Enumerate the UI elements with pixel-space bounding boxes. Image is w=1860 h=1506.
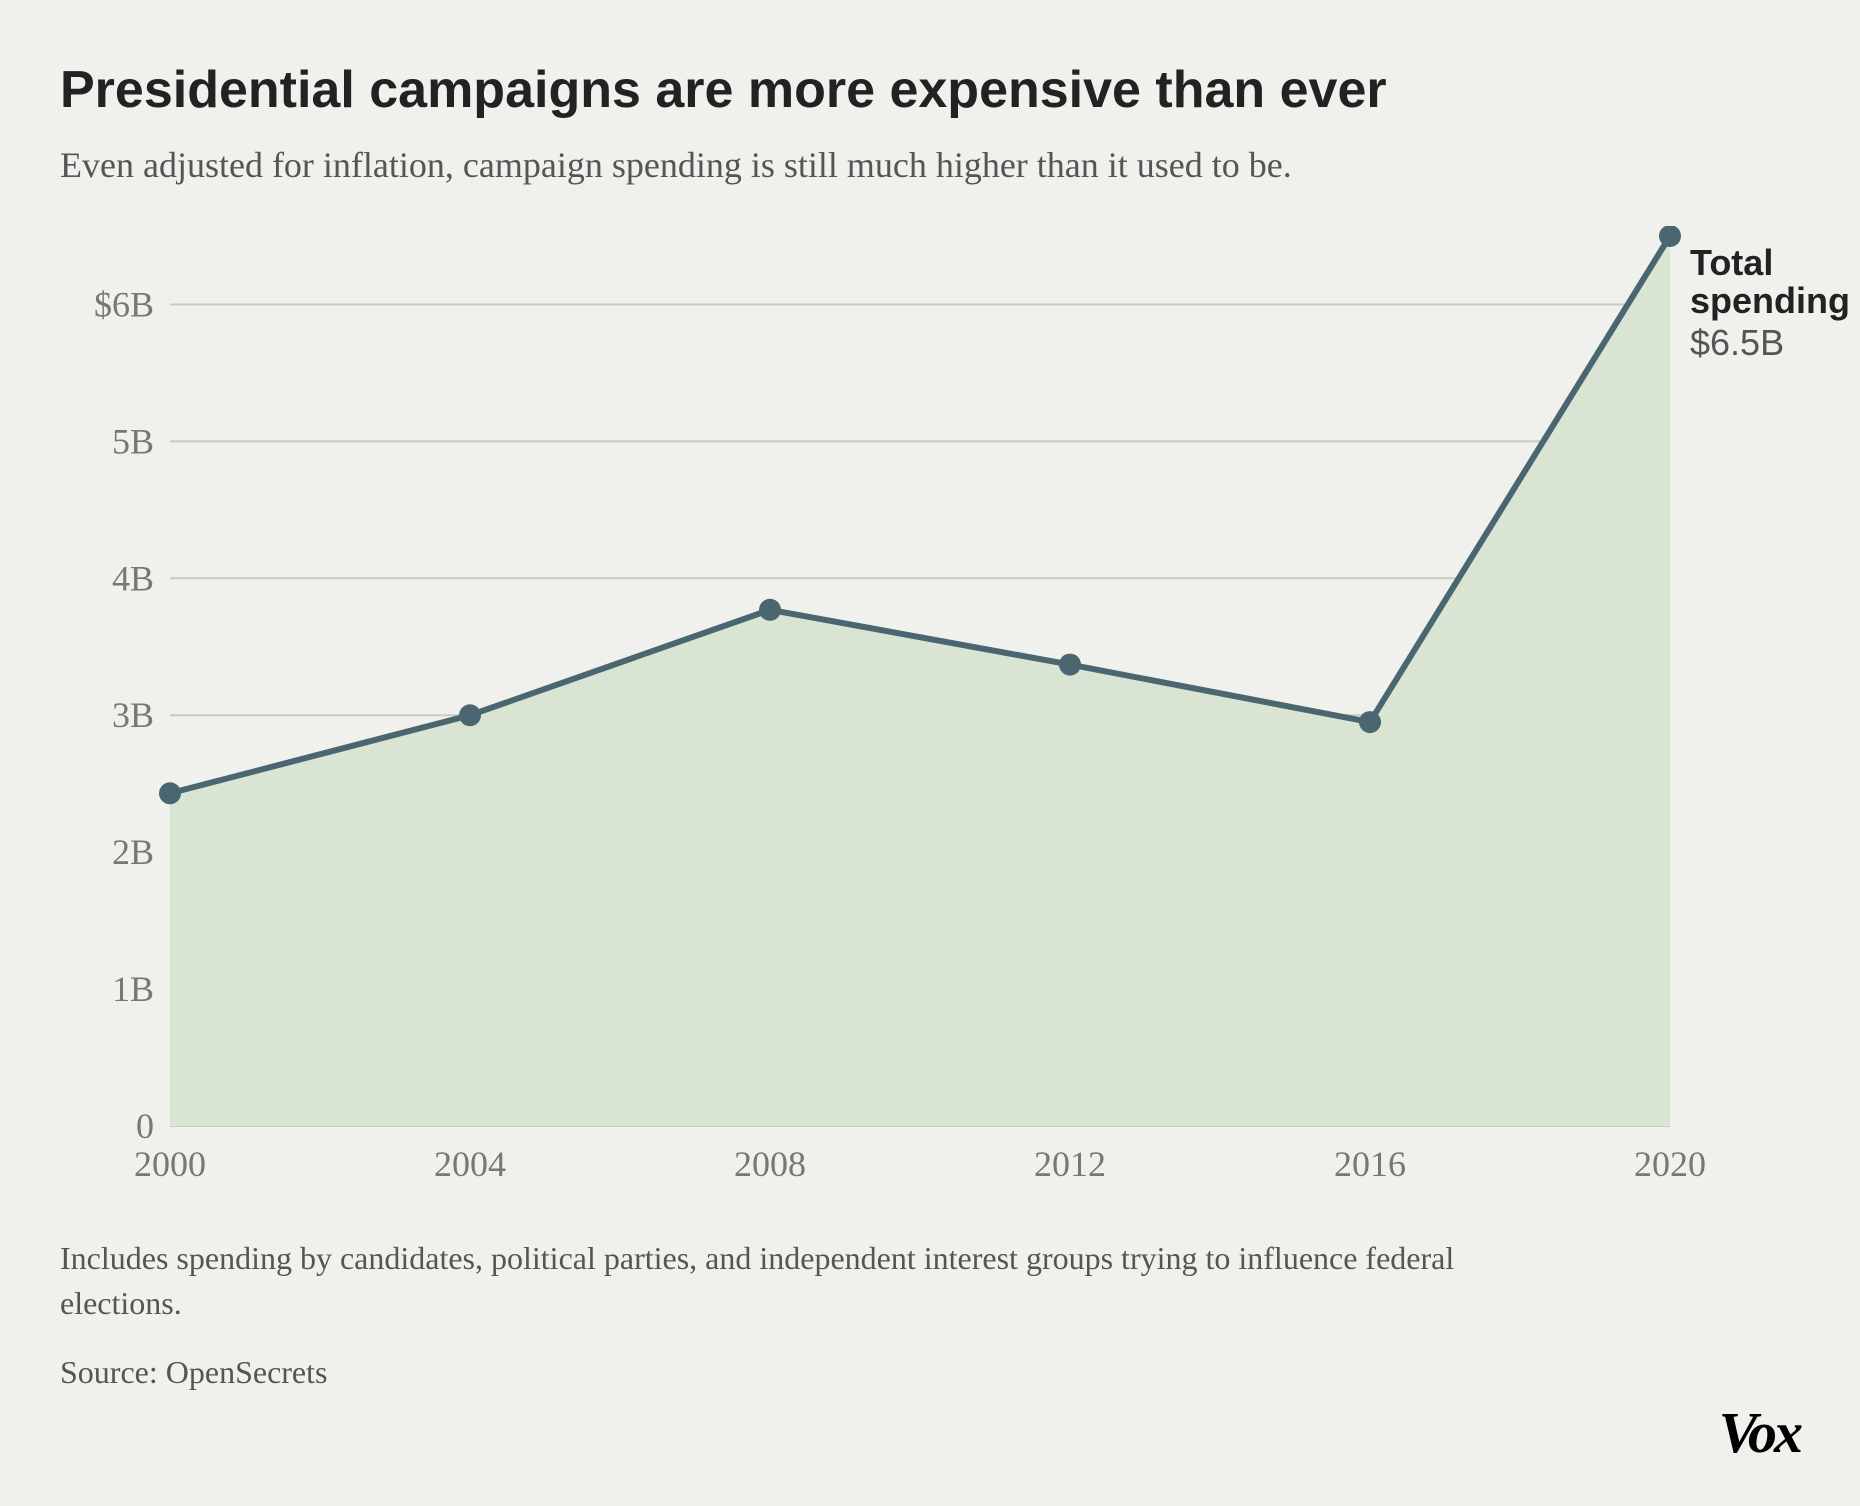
chart-subtitle: Even adjusted for inflation, campaign sp… (60, 144, 1800, 186)
x-tick-label: 2020 (1634, 1144, 1706, 1184)
y-tick-label: $6B (94, 284, 154, 324)
area-fill (170, 236, 1670, 1126)
x-tick-label: 2016 (1334, 1144, 1406, 1184)
y-tick-label: 4B (112, 558, 154, 598)
chart-container: Presidential campaigns are more expensiv… (0, 0, 1860, 1506)
vox-logo: Vox (1719, 1399, 1800, 1466)
chart-area: 01B2B3B4B5B$6B200020042008201220162020 T… (60, 226, 1800, 1206)
y-tick-label: 1B (112, 969, 154, 1009)
annotation-value: $6.5B (1690, 322, 1850, 364)
data-point (1659, 226, 1681, 247)
x-tick-label: 2012 (1034, 1144, 1106, 1184)
x-tick-label: 2008 (734, 1144, 806, 1184)
y-tick-label: 0 (136, 1106, 154, 1146)
data-point (1059, 654, 1081, 676)
data-point (1359, 711, 1381, 733)
x-tick-label: 2000 (134, 1144, 206, 1184)
annotation-label-2: spending (1690, 282, 1850, 320)
last-point-annotation: Total spending $6.5B (1690, 244, 1850, 364)
data-point (459, 704, 481, 726)
chart-footnote: Includes spending by candidates, politic… (60, 1236, 1560, 1326)
chart-title: Presidential campaigns are more expensiv… (60, 60, 1800, 120)
data-point (159, 782, 181, 804)
data-point (759, 599, 781, 621)
area-chart-svg: 0 1B 2B 3B 4B 5B $6B 2000 2004 2008 2012 2016 2020 (60, 226, 1800, 1206)
y-tick-label: 2B (112, 832, 154, 872)
chart-source: Source: OpenSecrets (60, 1354, 1800, 1391)
y-tick-label: 3B (112, 695, 154, 735)
x-tick-label: 2004 (434, 1144, 506, 1184)
annotation-label-1: Total (1690, 244, 1850, 282)
y-tick-label: 5B (112, 421, 154, 461)
